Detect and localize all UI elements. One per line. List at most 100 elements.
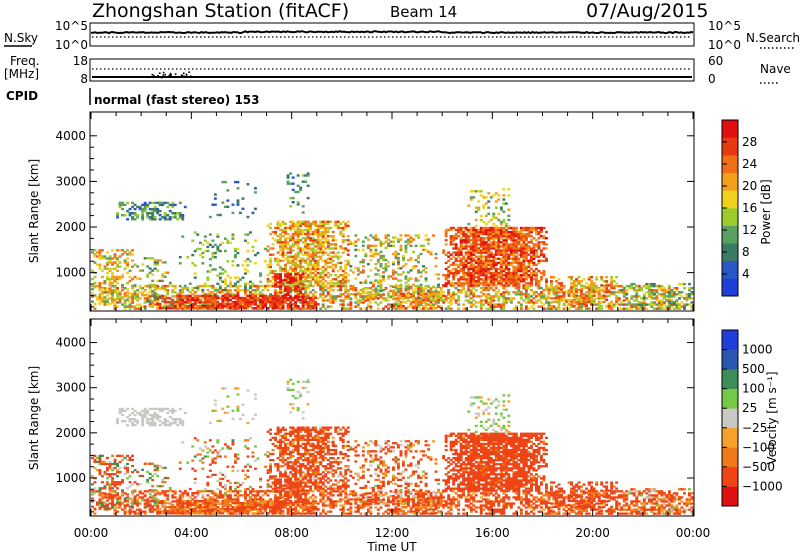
power-cell xyxy=(301,230,305,234)
power-cell xyxy=(306,274,310,277)
power-cell xyxy=(309,291,313,294)
power-cell xyxy=(580,307,583,310)
power-cell xyxy=(203,282,207,285)
power-cell xyxy=(499,206,503,209)
velocity-cell xyxy=(181,496,185,499)
power-cell xyxy=(329,259,333,262)
power-cell xyxy=(504,235,508,238)
power-cell xyxy=(108,267,112,270)
power-cell xyxy=(371,252,375,256)
power-cell xyxy=(595,286,599,289)
power-cell xyxy=(575,290,578,293)
power-cell xyxy=(269,263,272,267)
power-cell xyxy=(429,287,433,291)
power-cell xyxy=(251,298,255,302)
power-cell xyxy=(570,303,573,306)
power-cell xyxy=(504,241,508,244)
power-cell xyxy=(454,235,458,238)
power-cell xyxy=(417,287,420,290)
power-cell xyxy=(497,194,501,197)
power-cell xyxy=(467,282,471,285)
power-cell xyxy=(324,259,328,262)
power-cell xyxy=(399,267,403,270)
power-cell xyxy=(397,238,400,241)
power-cell xyxy=(121,275,124,279)
power-cell xyxy=(499,249,503,252)
power-cell xyxy=(191,305,195,308)
power-cell xyxy=(286,247,290,250)
power-cell xyxy=(530,261,533,265)
power-cell xyxy=(562,299,566,302)
power-cell xyxy=(487,271,491,275)
power-cell xyxy=(106,267,109,270)
power-cell xyxy=(537,282,541,285)
power-cell xyxy=(376,303,380,306)
power-cell xyxy=(311,259,315,262)
power-cell xyxy=(645,284,649,288)
power-cell xyxy=(218,243,222,246)
power-cell xyxy=(637,284,641,288)
power-cell xyxy=(477,265,481,269)
power-cell xyxy=(281,253,285,256)
power-cell xyxy=(387,295,390,299)
power-cell xyxy=(407,258,410,262)
power-cell xyxy=(429,298,433,302)
power-cell xyxy=(580,303,583,306)
power-cell xyxy=(211,256,215,259)
power-cell xyxy=(502,230,506,234)
power-cell xyxy=(284,265,287,269)
power-cell xyxy=(517,237,521,240)
power-cell xyxy=(146,297,150,300)
power-cell xyxy=(306,237,310,240)
power-cell xyxy=(311,295,315,298)
power-cell xyxy=(504,202,508,205)
power-cell xyxy=(379,287,383,290)
power-cell xyxy=(239,298,242,302)
power-cell xyxy=(264,284,267,288)
power-cell xyxy=(404,295,408,299)
power-cell xyxy=(376,252,380,256)
power-cell xyxy=(517,280,521,283)
power-cell xyxy=(532,291,536,294)
power-cell xyxy=(670,301,674,304)
power-cell xyxy=(517,261,521,265)
power-cell xyxy=(650,305,654,308)
power-cell xyxy=(607,294,611,297)
power-cell xyxy=(314,230,318,234)
power-cell xyxy=(497,218,501,222)
power-cell xyxy=(512,259,516,262)
power-cell xyxy=(321,253,325,256)
power-cell xyxy=(479,245,483,248)
power-cell xyxy=(467,253,471,256)
power-cell xyxy=(331,297,335,300)
power-cell xyxy=(550,307,553,310)
power-cell xyxy=(291,249,295,252)
power-cell xyxy=(178,298,182,302)
power-cell xyxy=(417,271,420,274)
power-cell xyxy=(113,255,117,258)
power-cell xyxy=(183,294,187,298)
power-cell xyxy=(326,247,330,250)
power-cell xyxy=(336,289,340,292)
velocity-cell xyxy=(198,508,202,511)
power-cell xyxy=(321,251,325,254)
power-cell xyxy=(359,261,363,264)
power-cell xyxy=(131,249,134,252)
power-cell xyxy=(279,285,282,288)
power-cell xyxy=(424,299,428,302)
power-cell xyxy=(311,305,315,308)
power-cell xyxy=(620,301,624,304)
power-cell xyxy=(183,305,187,308)
velocity-cell xyxy=(236,496,240,499)
power-cell xyxy=(301,307,305,310)
power-cell xyxy=(600,289,604,292)
power-cell xyxy=(487,261,491,265)
power-cell xyxy=(244,282,247,285)
velocity-cell xyxy=(181,492,185,495)
power-cell xyxy=(502,241,506,244)
power-cell xyxy=(138,207,142,211)
power-cell xyxy=(291,239,295,242)
power-cell xyxy=(236,201,240,204)
power-cell xyxy=(309,224,313,228)
power-cell xyxy=(261,307,265,310)
